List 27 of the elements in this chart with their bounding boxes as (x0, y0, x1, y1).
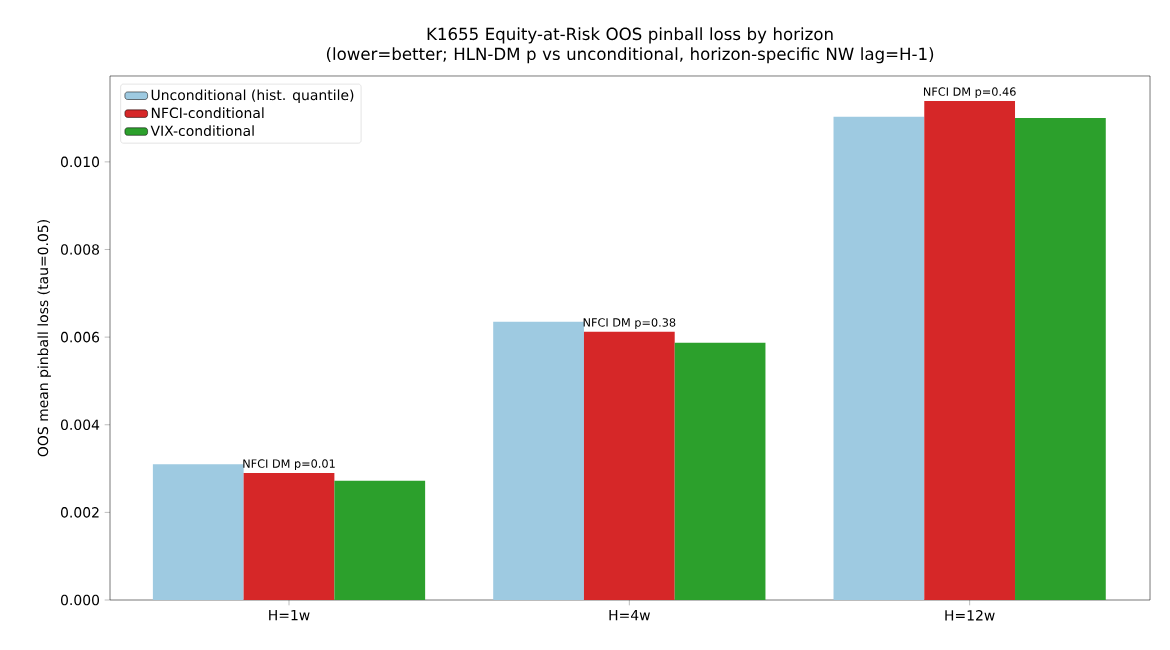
bar (924, 100, 1016, 600)
y-tick-label: 0.004 (60, 419, 100, 431)
annotation: NFCI DM p=0.46 (923, 87, 1016, 99)
bar (674, 342, 766, 600)
y-tick-label: 0.000 (60, 594, 100, 606)
x-tick-label: H=12w (945, 610, 995, 621)
y-axis-title: OOS mean pinball loss (tau=0.05) (37, 220, 51, 457)
x-tick-label: H=4w (609, 610, 650, 621)
annotation: NFCI DM p=0.38 (583, 318, 676, 329)
bar (583, 331, 675, 600)
chart-title: K1655 Equity-at-Risk OOS pinball loss by horizon (427, 27, 833, 44)
bar (833, 116, 925, 600)
y-tick-label: 0.002 (60, 507, 99, 518)
chart-subtitle: (lower=better; HLN-DM p vs unconditional, horizon-specific NW lag=H-1) (326, 47, 934, 64)
bar (1015, 118, 1106, 600)
x-tick-label: H=1w (269, 610, 310, 621)
legend-label: VIX-conditional (150, 125, 254, 137)
y-tick-label: 0.010 (60, 156, 100, 168)
bar (334, 480, 426, 600)
bar (152, 464, 244, 600)
y-tick-label: 0.008 (60, 244, 100, 255)
annotation: NFCI DM p=0.01 (243, 459, 335, 471)
y-tick-label: 0.006 (60, 331, 100, 343)
bar (493, 321, 584, 600)
legend-label: Unconditional (hist. quantile) (151, 89, 354, 103)
legend-label: NFCI-conditional (151, 107, 264, 119)
bar (243, 472, 335, 600)
